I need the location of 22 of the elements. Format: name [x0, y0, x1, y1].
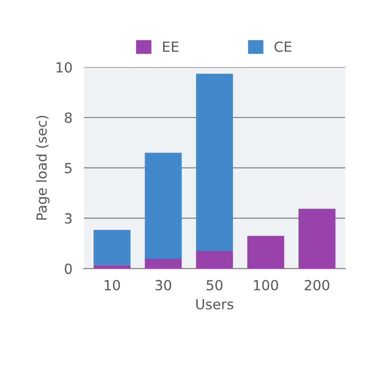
- bar: [196, 251, 233, 269]
- legend-label: EE: [163, 42, 178, 52]
- bar: [196, 74, 233, 252]
- y-tick-label: 5: [64, 163, 72, 174]
- x-tick-label: 200: [304, 280, 330, 290]
- legend-label: CE: [274, 41, 292, 52]
- y-tick-label: 8: [64, 112, 72, 123]
- bar: [144, 258, 182, 269]
- x-tick-label: 100: [254, 280, 278, 290]
- y-tick-label: 3: [64, 213, 72, 224]
- x-axis-title: Users: [196, 299, 234, 310]
- bar: [94, 230, 130, 266]
- bar: [247, 236, 284, 269]
- y-tick-label: 10: [56, 62, 72, 73]
- bar: [298, 208, 336, 269]
- y-tick-label: 0: [64, 264, 72, 274]
- bar: [94, 265, 130, 269]
- x-tick-label: 10: [104, 280, 120, 290]
- x-tick-label: 30: [155, 280, 172, 290]
- y-axis-title: Page load (sec): [36, 116, 50, 220]
- x-tick-label: 50: [206, 280, 222, 290]
- bar: [144, 152, 182, 258]
